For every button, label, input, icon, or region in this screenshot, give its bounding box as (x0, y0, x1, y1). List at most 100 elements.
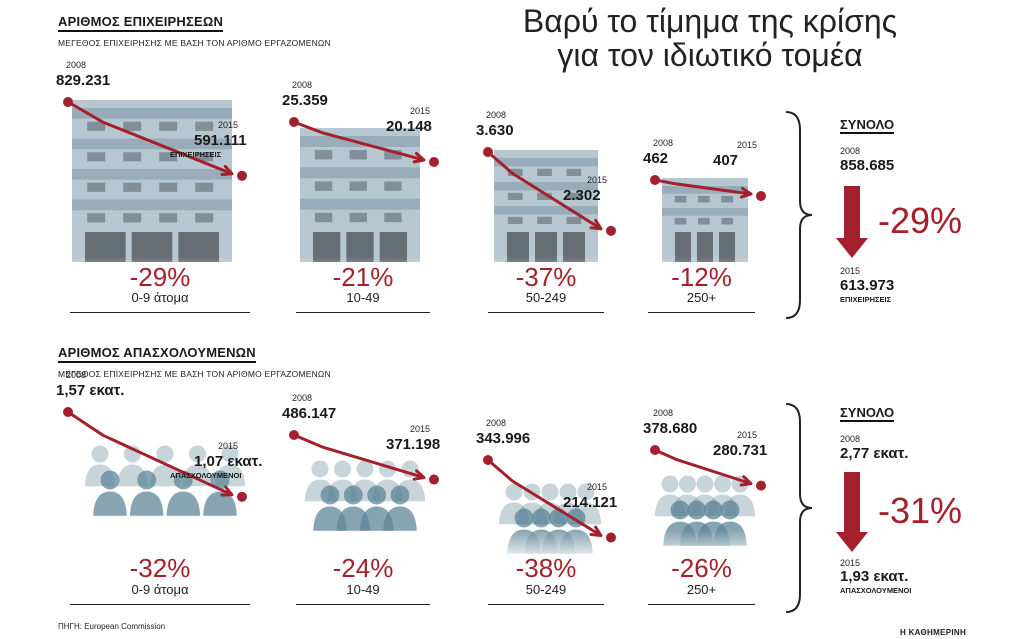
change-percent-0-0: -29% (129, 262, 191, 292)
category-label-1-3: 250+ (686, 582, 717, 597)
person-body (93, 491, 127, 516)
building-window (87, 152, 106, 162)
building-illustration-4 (656, 178, 754, 304)
building-window (537, 216, 552, 224)
total-arrow-shaft-0 (844, 186, 860, 240)
year-label-2015-0-2: 2015 (587, 174, 608, 185)
person-head (311, 460, 329, 478)
value-label-2008-1-0: 1,57 εκατ. (56, 382, 125, 399)
value-label-2015-0-2: 2.302 (563, 186, 601, 204)
building-fade (488, 256, 604, 304)
series-line-0-1 (293, 120, 425, 162)
data-point-2008-0-3 (650, 175, 660, 185)
person-head (100, 470, 120, 490)
building-floor (662, 186, 748, 194)
section-title-employed: ΑΡΙΘΜΟΣ ΑΠΑΣΧΟΛΟΥΜΕΝΩΝ (58, 345, 256, 363)
building-window (507, 192, 523, 200)
total-brace-1 (785, 403, 813, 613)
value-label-2008-0-0: 829.231 (56, 72, 111, 89)
building-door (719, 232, 735, 262)
total-title-1: ΣΥΝΟΛΟ (840, 405, 895, 422)
person-head (505, 483, 523, 501)
building-window (566, 168, 582, 176)
person-head (531, 508, 551, 528)
total-unit-2015-1: ΑΠΑΣΧΟΛΟΥΜΕΝΟΙ (840, 586, 912, 595)
year-label-2008-0-1: 2008 (292, 80, 313, 90)
data-point-2008-1-0 (63, 407, 73, 417)
building-window (314, 181, 333, 191)
year-label-2008-0-3: 2008 (653, 138, 674, 148)
data-point-2015-0-0 (237, 170, 247, 181)
person-head (541, 483, 559, 501)
category-label-1-0: 0-9 άτομα (131, 582, 189, 597)
series-arrow-1-0 (220, 485, 234, 497)
data-point-2015-0-2 (606, 225, 616, 236)
person-head (549, 508, 569, 528)
person-head (188, 445, 207, 463)
category-baseline-0-0 (70, 312, 250, 313)
person-head (343, 485, 363, 505)
year-label-2015-1-2: 2015 (587, 481, 608, 492)
category-label-0-1: 10-49 (346, 290, 380, 305)
category-label-1-1: 10-49 (346, 582, 380, 597)
building-floor (494, 182, 598, 191)
category-label-1-2: 50-249 (525, 582, 567, 597)
series-arrow-1-3 (739, 475, 753, 487)
series-line-0-2 (487, 150, 602, 231)
building-window (159, 152, 178, 162)
change-percent-0-3: -12% (671, 262, 732, 292)
total-value-2015-1: 1,93 εκατ. (840, 568, 909, 585)
person-head (156, 445, 174, 463)
building-floor (72, 138, 232, 150)
year-label-2015-0-3: 2015 (737, 140, 758, 150)
building-window (123, 182, 142, 192)
person-head (661, 475, 679, 493)
total-arrow-shaft-1 (844, 472, 860, 534)
person-body (166, 491, 201, 516)
people-illustration-4 (646, 475, 764, 562)
person-head (320, 485, 340, 505)
change-percent-1-3: -26% (671, 553, 732, 583)
building-illustration-3 (488, 150, 604, 304)
section-subtitle-employed: ΜΕΓΕΘΟΣ ΕΠΙΧΕΙΡΗΣΗΣ ΜΕ ΒΑΣΗ ΤΟΝ ΑΡΙΘΜΟ Ε… (58, 369, 331, 379)
year-label-2008-1-3: 2008 (653, 408, 674, 418)
year-label-2008-1-2: 2008 (486, 418, 507, 428)
series-line-1-3 (654, 448, 752, 486)
data-point-2015-1-0 (237, 491, 247, 502)
value-label-2008-0-3: 462 (643, 150, 669, 167)
building-window (507, 168, 523, 176)
person-head (678, 475, 697, 493)
change-percent-0-2: -37% (515, 262, 577, 292)
building-window (349, 150, 367, 160)
building-window (566, 192, 582, 200)
person-body (203, 491, 237, 516)
building-door (535, 232, 557, 262)
person-head (91, 445, 109, 463)
person-head (333, 460, 352, 478)
building-floor (662, 208, 748, 216)
person-head (137, 470, 157, 490)
people-illustration-1 (76, 445, 254, 562)
series-line-1-2 (487, 458, 602, 537)
building-window (384, 212, 402, 223)
value-label-2015-1-1: 371.198 (386, 435, 441, 453)
main-title: Βαρύ το τίμημα της κρίσης για τον ιδιωτι… (522, 3, 898, 73)
building-window (698, 195, 710, 203)
series-arrow-0-3 (739, 186, 753, 199)
building-window (698, 217, 710, 225)
total-arrow-head-1 (836, 532, 868, 552)
person-head (713, 475, 732, 493)
building-window (314, 150, 333, 160)
value-label-2015-1-2: 214.121 (563, 493, 618, 511)
building-fade (656, 256, 754, 304)
year-label-2015-1-0: 2015 (218, 440, 239, 451)
building-window (674, 217, 687, 225)
total-arrow-head-0 (836, 238, 868, 258)
building-floor (72, 199, 232, 211)
category-baseline-1-2 (488, 604, 604, 605)
category-baseline-0-2 (488, 312, 604, 313)
data-point-2008-1-3 (650, 445, 660, 455)
crowd-fade (76, 530, 254, 562)
total-value-2015-0: 613.973 (840, 277, 895, 294)
